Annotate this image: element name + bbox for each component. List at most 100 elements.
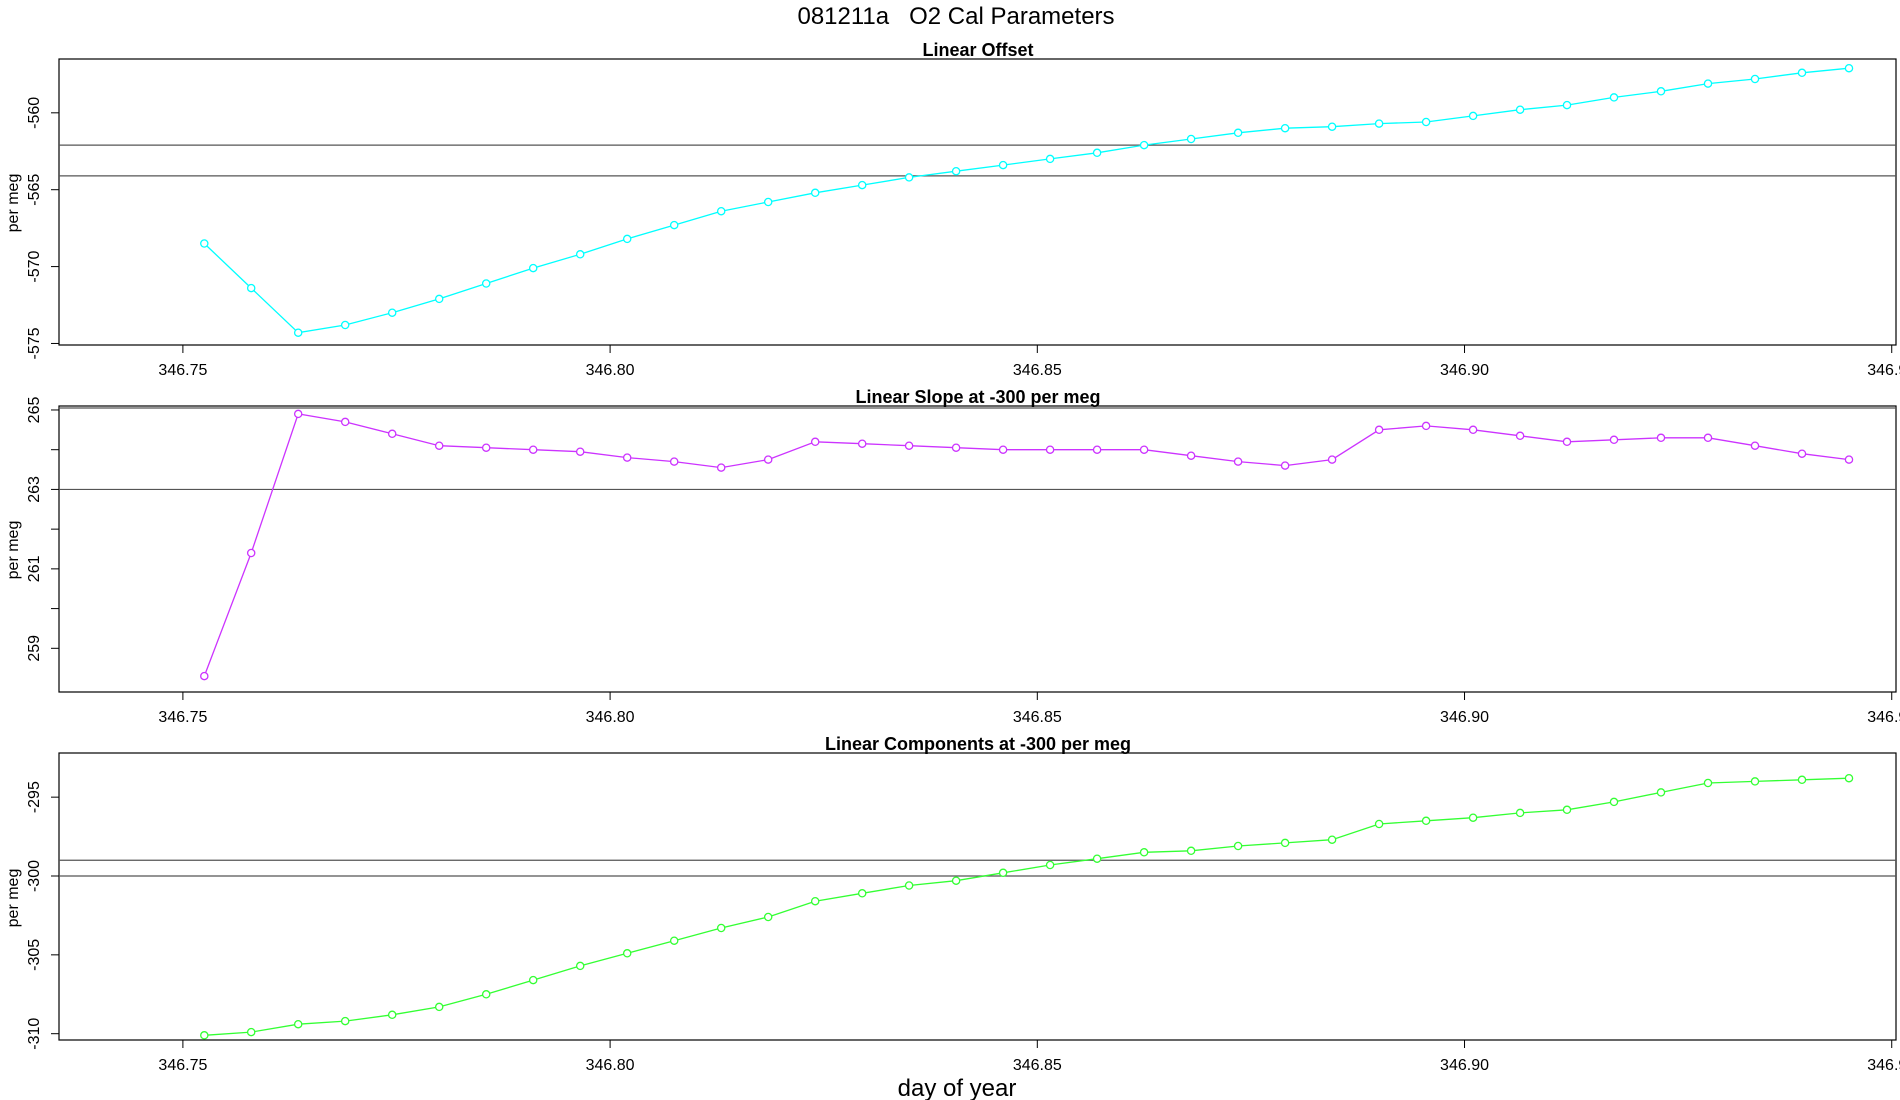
data-point [1797, 775, 1807, 785]
data-point [951, 443, 961, 452]
data-point [810, 188, 820, 198]
data-point [1750, 777, 1760, 786]
data-point [575, 447, 585, 456]
data-point [481, 990, 491, 999]
data-point [810, 896, 820, 906]
series-line [204, 777, 1850, 1036]
data-point [1703, 79, 1713, 88]
x-tick-label: 346.80 [586, 709, 635, 726]
data-point [434, 1002, 444, 1012]
panel-title: Linear Components at -300 per meg [825, 734, 1131, 754]
data-point [1139, 848, 1149, 857]
data-point [528, 263, 538, 273]
data-point [622, 453, 632, 462]
data-point [1045, 860, 1055, 870]
data-point [200, 1031, 209, 1040]
data-point [1468, 425, 1478, 435]
data-point [1280, 838, 1290, 848]
data-point [1139, 445, 1149, 454]
data-point [810, 437, 820, 447]
data-point [1092, 854, 1102, 863]
data-point [1280, 123, 1290, 133]
data-point [763, 912, 773, 922]
panel-title: Linear Offset [922, 40, 1033, 60]
data-point [434, 441, 444, 450]
data-point [1327, 455, 1337, 464]
y-tick-label: 265 [26, 397, 43, 424]
y-tick-label: 261 [26, 555, 43, 582]
data-point [1045, 445, 1055, 454]
data-point [1703, 778, 1713, 788]
data-point [340, 417, 350, 427]
data-point [1468, 111, 1478, 121]
data-point [669, 936, 679, 945]
data-point [1468, 813, 1478, 822]
data-point [1421, 816, 1431, 826]
data-point [1656, 788, 1666, 797]
y-tick-label: -310 [26, 1018, 43, 1050]
data-point [1797, 449, 1807, 458]
x-tick-label: 346.75 [158, 362, 207, 379]
data-point [998, 445, 1008, 454]
data-point [528, 445, 538, 454]
x-tick-label: 346.75 [158, 709, 207, 726]
data-point [1327, 835, 1337, 844]
y-axis-label: per meg [5, 174, 22, 233]
x-tick-label: 346.85 [1013, 1057, 1062, 1074]
data-point [1280, 461, 1290, 470]
y-tick-label: -570 [26, 250, 43, 282]
data-point [575, 961, 585, 971]
data-point [293, 1019, 303, 1029]
panel-plot: 346.75 346.80 346.85 346.90 346.95 265 263 261 2… [26, 397, 1900, 726]
y-tick-label: -300 [26, 860, 43, 892]
data-point [1562, 437, 1572, 447]
data-point [1421, 117, 1431, 127]
data-point [481, 443, 491, 452]
data-point [1092, 445, 1102, 454]
data-point [1844, 773, 1854, 783]
data-point [951, 876, 961, 885]
plot-frame [58, 405, 1897, 693]
y-tick-label: -565 [26, 174, 43, 206]
plot-frame [58, 58, 1897, 346]
data-point [246, 283, 256, 293]
x-tick-label: 346.80 [586, 1057, 635, 1074]
data-point [1139, 140, 1149, 150]
data-point [200, 671, 209, 681]
data-point [622, 949, 632, 958]
data-point [387, 308, 397, 317]
data-point [528, 975, 538, 985]
x-tick-label: 346.90 [1440, 709, 1489, 726]
data-point [1515, 105, 1525, 114]
data-point [716, 206, 726, 216]
series-line [203, 413, 1850, 677]
x-axis-label: day of year [898, 1075, 1017, 1100]
y-tick-label: -295 [26, 781, 43, 813]
plot-frame [58, 752, 1897, 1041]
data-point [998, 868, 1008, 878]
data-point [951, 166, 961, 176]
data-point [481, 279, 491, 288]
data-point [1703, 433, 1713, 443]
x-tick-label: 346.85 [1013, 709, 1062, 726]
data-point [1045, 154, 1055, 164]
data-point [1609, 797, 1619, 807]
figure-title: 081211a O2 Cal Parameters [797, 3, 1114, 30]
data-point [1233, 128, 1243, 138]
data-point [1374, 425, 1384, 435]
panel-plot: 346.75 346.80 346.85 346.90 346.95 -295 -300 -3… [26, 752, 1900, 1074]
data-point [1844, 63, 1854, 73]
data-point [857, 889, 867, 898]
data-point [1609, 93, 1619, 102]
data-point [1562, 100, 1572, 110]
y-tick-label: 259 [26, 635, 43, 662]
data-point [904, 441, 914, 450]
panel-plot: 346.75 346.80 346.85 346.90 346.95 -560 -565 -5… [26, 58, 1900, 379]
data-point [1233, 841, 1243, 851]
data-point [387, 1010, 397, 1020]
y-tick-label: -575 [26, 327, 43, 359]
x-tick-label: 346.95 [1867, 709, 1900, 726]
data-point [1515, 431, 1525, 441]
data-point [622, 234, 632, 244]
